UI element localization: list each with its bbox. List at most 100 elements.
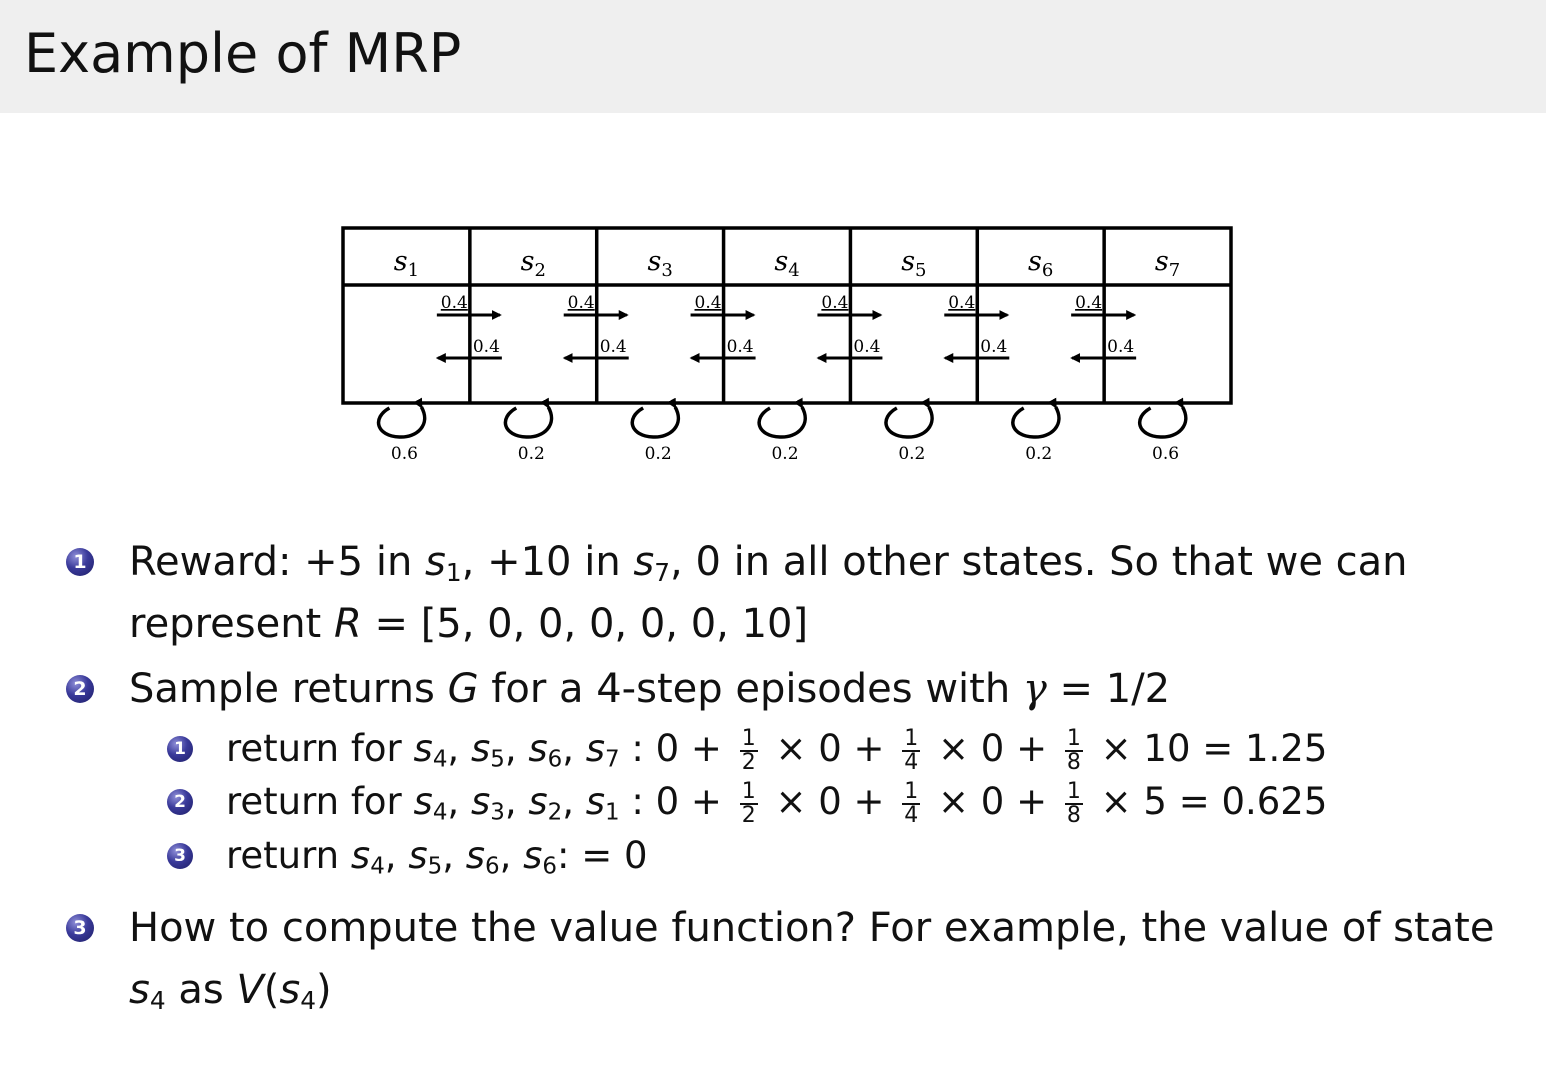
state-label-s6: s6 <box>1028 246 1053 281</box>
text: : 0 + <box>619 727 734 770</box>
math-sub: 6 <box>547 746 563 773</box>
comma: , <box>562 727 586 770</box>
math-sub: 4 <box>432 799 448 826</box>
denominator: 4 <box>904 749 919 775</box>
state-label-s4: s4 <box>774 246 799 281</box>
mrp-state-diagram: s1 0.6 s2 0.2 s3 0.2 s4 0.2 s5 0.2 s6 0.2 s7 0.6 0.4 0.… <box>341 226 1233 464</box>
math-G: G <box>447 666 479 712</box>
math-s: s <box>528 727 548 770</box>
comma: , <box>442 834 466 877</box>
math-s: s <box>633 539 655 585</box>
self-loop-arrow <box>1138 397 1188 439</box>
math-sub: 6 <box>485 853 500 880</box>
backward-prob: 0.4 <box>853 337 880 357</box>
text: for a 4-step episodes with <box>478 666 1023 712</box>
slide-title: Example of MRP <box>24 22 462 85</box>
forward-prob: 0.4 <box>821 293 848 313</box>
text: , 0 in all other states. So that we can <box>670 539 1408 585</box>
text: ( <box>263 967 280 1013</box>
backward-prob: 0.4 <box>473 337 500 357</box>
math-sub: 7 <box>654 558 671 588</box>
text: : 0 + <box>619 780 734 823</box>
math-sub: 1 <box>445 558 462 588</box>
math-sub: 4 <box>432 746 448 773</box>
text: × 0 + <box>763 780 897 823</box>
math-s: s <box>413 727 433 770</box>
math-s: s <box>523 834 543 877</box>
self-loop-arrow <box>630 397 681 439</box>
comma: , <box>504 780 529 823</box>
text: , +10 in <box>461 539 634 585</box>
numerator: 1 <box>1064 725 1083 752</box>
forward-prob: 0.4 <box>441 293 468 313</box>
forward-prob: 0.4 <box>948 293 975 313</box>
math-s: s <box>279 967 301 1013</box>
self-loop-arrow <box>1011 397 1061 439</box>
text: = 1/2 <box>1046 666 1171 712</box>
self-loop-prob: 0.2 <box>518 444 545 464</box>
math-s: s <box>425 539 446 585</box>
math-R: R <box>333 601 362 647</box>
self-loop-prob: 0.6 <box>1152 444 1179 464</box>
comma: , <box>447 780 471 823</box>
backward-prob: 0.4 <box>600 337 627 357</box>
self-loop-prob: 0.2 <box>1025 444 1052 464</box>
text: return <box>226 834 351 877</box>
math-sub: 4 <box>370 853 385 880</box>
reward-vector: = [5, 0, 0, 0, 0, 0, 10] <box>361 601 809 647</box>
denominator: 2 <box>741 749 756 775</box>
self-loop-prob: 0.6 <box>391 444 418 464</box>
numerator: 1 <box>739 778 758 805</box>
forward-prob: 0.4 <box>1075 293 1102 313</box>
text: ) <box>316 967 332 1013</box>
text: × 0 + <box>926 780 1059 823</box>
math-sub: 3 <box>490 799 505 826</box>
bullet-reward: Reward: +5 in s1, +10 in s7, 0 in all ot… <box>129 531 1408 655</box>
math-s: s <box>350 834 371 877</box>
sub-bullet-2-marker: 2 <box>167 789 193 815</box>
title-bar: Example of MRP <box>0 0 1546 113</box>
text: Sample returns <box>129 666 448 712</box>
bullet-value-function: How to compute the value function? For e… <box>129 897 1494 1021</box>
math-s: s <box>470 727 491 770</box>
forward-prob: 0.4 <box>568 293 595 313</box>
self-loop-prob: 0.2 <box>771 444 798 464</box>
math-gamma: γ <box>1022 666 1047 712</box>
bullet-sample-returns: Sample returns G for a 4-step episodes w… <box>129 658 1170 720</box>
state-label-s5: s5 <box>901 246 926 281</box>
self-loop-prob: 0.2 <box>645 444 672 464</box>
sub-bullet-3-marker: 3 <box>167 843 193 869</box>
sample-return-item: return s4, s5, s6, s6: = 0 <box>226 829 648 882</box>
state-label-s7: s7 <box>1155 246 1180 281</box>
comma: , <box>447 727 471 770</box>
self-loop-prob: 0.2 <box>898 444 925 464</box>
math-s: s <box>470 780 491 823</box>
bullet-2-marker: 2 <box>66 675 94 703</box>
text: represent <box>129 601 334 647</box>
numerator: 1 <box>1064 778 1083 805</box>
math-sub: 7 <box>605 746 620 773</box>
math-sub: 5 <box>427 853 443 880</box>
denominator: 8 <box>1066 749 1081 775</box>
math-sub: 1 <box>605 799 620 826</box>
backward-prob: 0.4 <box>1107 337 1134 357</box>
self-loop-arrow <box>376 397 427 439</box>
sub-bullet-1-marker: 1 <box>167 736 193 762</box>
comma: , <box>499 834 524 877</box>
text: × 5 = 0.625 <box>1088 780 1328 823</box>
math-sub: 6 <box>542 853 557 880</box>
self-loop-arrow <box>757 397 807 439</box>
math-s: s <box>413 780 433 823</box>
numerator: 1 <box>902 778 921 805</box>
math-V: V <box>236 967 264 1013</box>
text: × 10 = 1.25 <box>1088 727 1328 770</box>
math-sub: 4 <box>300 986 317 1016</box>
text: × 0 + <box>926 727 1059 770</box>
diagram-frame <box>341 226 1233 405</box>
math-s: s <box>129 967 150 1013</box>
